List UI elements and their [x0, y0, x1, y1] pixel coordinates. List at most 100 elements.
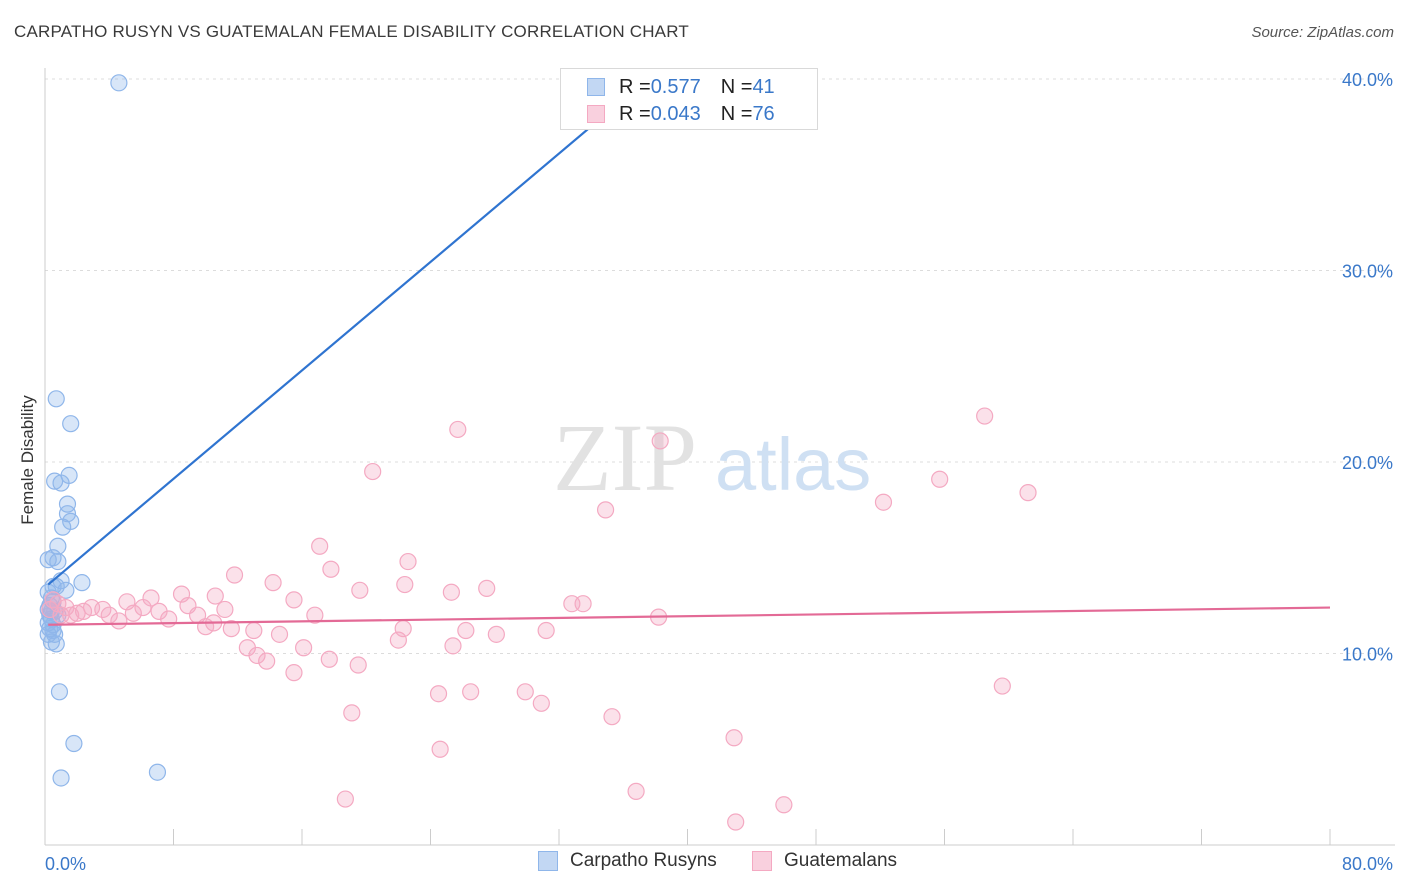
watermark: ZIP atlas [553, 404, 871, 511]
n-value: 41 [752, 75, 775, 98]
point-guatemalan [574, 595, 592, 613]
point-guatemalan [160, 610, 178, 628]
point-guatemalan [311, 537, 329, 555]
watermark-zip: ZIP [553, 404, 697, 511]
point-carpatho-rusyn [54, 518, 72, 536]
point-carpatho-rusyn [52, 474, 70, 492]
point-guatemalan [336, 790, 354, 808]
watermark-atlas: atlas [715, 423, 871, 506]
point-guatemalan [399, 552, 417, 571]
y-tick-label: 20.0% [1342, 453, 1393, 473]
point-guatemalan [216, 600, 234, 619]
point-guatemalan [134, 598, 152, 617]
trend-line-carpatho-rusyns [47, 78, 649, 586]
point-guatemalan [306, 606, 324, 624]
point-guatemalan [351, 581, 369, 599]
point-guatemalan [442, 583, 460, 601]
y-tick-label: 30.0% [1342, 262, 1393, 282]
point-guatemalan [74, 602, 93, 620]
point-guatemalan [364, 462, 382, 481]
y-tick-label: 40.0% [1342, 70, 1393, 90]
r-value: 0.577 [650, 75, 701, 98]
point-carpatho-rusyn [47, 390, 65, 408]
legend-swatch-guatemalans [587, 105, 605, 123]
legend-label: Carpatho Rusyns [570, 850, 717, 871]
x-tick-label-min: 0.0% [45, 854, 86, 874]
point-guatemalan [462, 683, 480, 701]
trend-lines [47, 78, 1331, 626]
point-guatemalan [124, 604, 142, 622]
point-guatemalan [295, 639, 313, 657]
point-guatemalan [487, 625, 505, 643]
point-guatemalan [206, 587, 224, 605]
tick-labels: 10.0% 20.0% 30.0% 40.0% 0.0% 80.0% [45, 70, 1393, 874]
x-tick-label-max: 80.0% [1342, 854, 1393, 874]
point-guatemalan [62, 606, 80, 624]
gridlines [45, 78, 1395, 654]
point-guatemalan [651, 432, 669, 450]
point-guatemalan [222, 620, 240, 638]
trend-line-guatemalans [48, 606, 1331, 626]
point-guatemalan [396, 575, 414, 594]
r-label: R = [619, 75, 651, 98]
legend-swatch-rusyns [538, 851, 558, 871]
point-carpatho-rusyn [52, 769, 70, 787]
point-guatemalan [110, 612, 128, 630]
point-carpatho-rusyn [46, 472, 64, 490]
point-guatemalan [94, 600, 112, 619]
point-guatemalan [532, 694, 550, 712]
point-guatemalan [627, 782, 645, 800]
point-carpatho-rusyn [50, 683, 69, 701]
stats-legend-row-rusyns: R = 0.577 N = 41 [587, 75, 775, 99]
point-guatemalan [258, 652, 276, 670]
y-tick-label: 10.0% [1342, 645, 1393, 665]
point-guatemalan [248, 646, 266, 665]
point-guatemalan [931, 470, 949, 488]
point-carpatho-rusyn [58, 495, 77, 513]
r-label: R = [619, 102, 651, 125]
point-guatemalan [976, 407, 994, 425]
point-carpatho-rusyn [62, 415, 80, 433]
legend-swatch-rusyns [587, 78, 605, 96]
n-label: N = [720, 102, 753, 125]
point-guatemalan [320, 650, 338, 668]
legend-item-rusyns[interactable]: Carpatho Rusyns [538, 850, 717, 872]
point-guatemalan [389, 631, 407, 649]
point-guatemalan [349, 656, 367, 674]
legend-item-guatemalans[interactable]: Guatemalans [752, 850, 897, 872]
point-guatemalan [68, 604, 86, 622]
point-guatemalan [285, 591, 303, 609]
stats-legend: R = 0.577 N = 41 R = 0.043 N = 76 [560, 68, 818, 130]
point-guatemalan [264, 574, 282, 592]
point-carpatho-rusyn [65, 734, 83, 753]
point-guatemalan [429, 685, 448, 703]
legend-swatch-guatemalans [752, 851, 772, 871]
data-points [39, 74, 1037, 831]
point-guatemalan [245, 621, 263, 640]
point-guatemalan [343, 704, 361, 722]
point-guatemalan [725, 729, 743, 747]
point-guatemalan [449, 420, 467, 439]
point-carpatho-rusyn [148, 763, 167, 781]
point-guatemalan [270, 625, 289, 643]
point-guatemalan [197, 618, 215, 636]
point-guatemalan [775, 796, 793, 814]
point-carpatho-rusyn [73, 574, 91, 592]
stats-legend-row-guatemalans: R = 0.043 N = 76 [587, 102, 775, 126]
n-value: 76 [752, 102, 775, 125]
point-guatemalan [993, 677, 1011, 695]
point-guatemalan [322, 560, 340, 578]
point-guatemalan [444, 637, 462, 655]
point-guatemalan [727, 813, 745, 831]
point-carpatho-rusyn [57, 581, 75, 599]
point-carpatho-rusyn [110, 74, 128, 92]
point-guatemalan [603, 708, 621, 726]
point-guatemalan [41, 600, 59, 619]
point-guatemalan [537, 621, 555, 640]
point-guatemalan [431, 740, 449, 758]
n-label: N = [720, 75, 753, 98]
point-guatemalan [596, 501, 615, 519]
point-guatemalan [478, 579, 496, 597]
source-label: Source: ZipAtlas.com [1251, 24, 1394, 41]
r-value: 0.043 [650, 102, 701, 125]
